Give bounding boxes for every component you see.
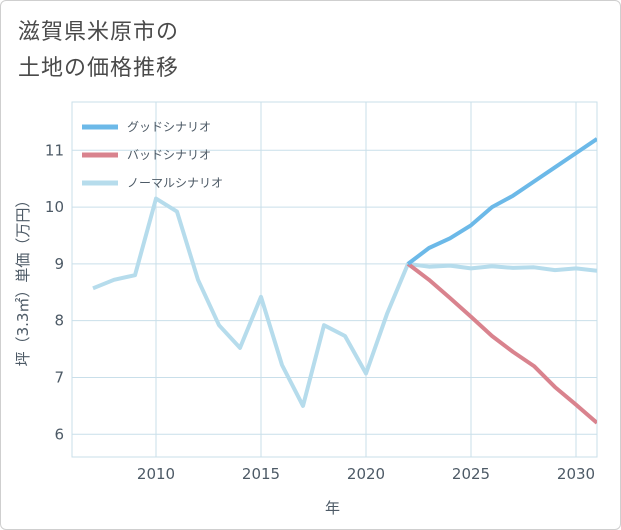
chart-title-line-2: 土地の価格推移 — [18, 56, 180, 81]
series-line-bad — [406, 262, 597, 425]
legend-label-normal: ノーマルシナリオ — [127, 176, 223, 190]
series-line-normal — [92, 196, 597, 408]
y-tick-label-8: 8 — [54, 312, 64, 330]
x-tick-label-2020: 2020 — [347, 465, 385, 483]
x-tick-label-2015: 2015 — [242, 465, 280, 483]
series-line-good — [406, 137, 597, 266]
y-tick-label-6: 6 — [54, 425, 64, 443]
legend-label-bad: バッドシナリオ — [127, 148, 211, 162]
y-axis-title: 坪（3.3㎡）単価（万円） — [14, 193, 32, 367]
x-axis-title: 年 — [325, 499, 340, 517]
x-tick-label-2030: 2030 — [557, 465, 595, 483]
legend-label-good: グッドシナリオ — [127, 120, 211, 134]
plot-area-frame — [71, 101, 598, 458]
y-tick-label-7: 7 — [54, 368, 64, 386]
y-tick-label-10: 10 — [45, 198, 64, 216]
chart-title-line-1: 滋賀県米原市の — [18, 20, 180, 45]
chart-title: 滋賀県米原市の 土地の価格推移 — [18, 15, 438, 87]
y-tick-label-11: 11 — [45, 141, 64, 159]
x-tick-label-2010: 2010 — [137, 465, 175, 483]
y-tick-label-9: 9 — [54, 255, 64, 273]
x-tick-label-2025: 2025 — [452, 465, 490, 483]
